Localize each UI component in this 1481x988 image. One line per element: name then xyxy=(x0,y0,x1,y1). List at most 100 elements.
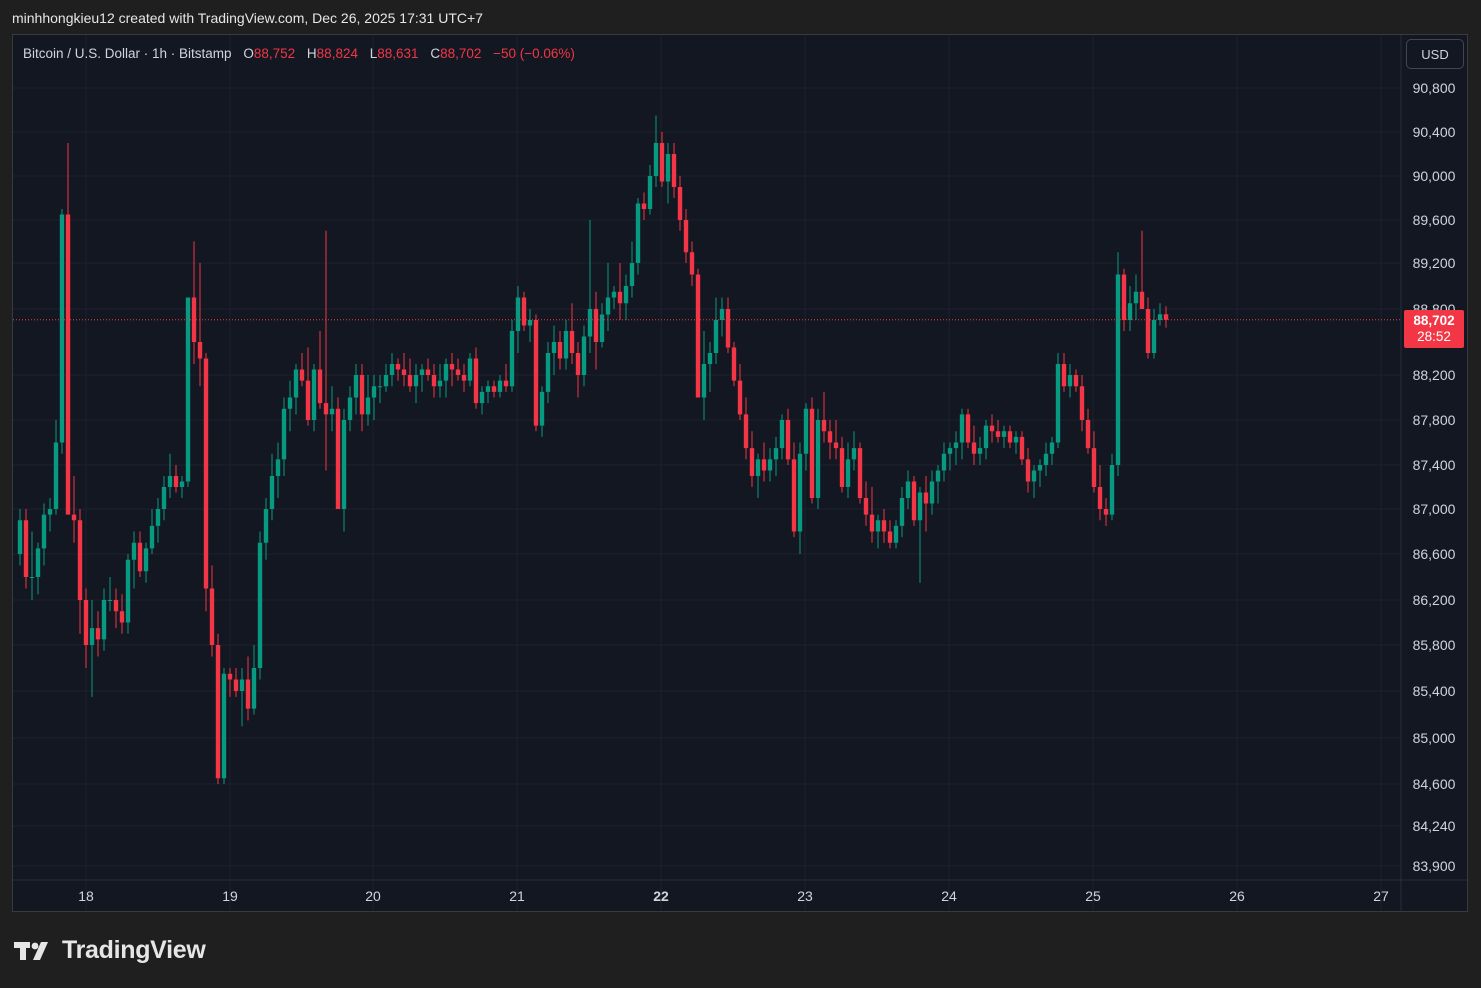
grid-lines xyxy=(13,35,1400,911)
candle-body xyxy=(1025,459,1031,482)
candle-body xyxy=(251,668,257,709)
y-tick-label: 84,600 xyxy=(1413,776,1456,792)
candle-body xyxy=(881,520,887,532)
candle-body xyxy=(575,353,581,375)
candle-body xyxy=(341,420,347,509)
y-tick-label: 87,800 xyxy=(1413,412,1456,428)
x-tick-label: 18 xyxy=(78,888,94,904)
candle-body xyxy=(347,397,353,420)
candle-body xyxy=(491,386,497,392)
candle-body xyxy=(551,342,557,353)
candle-body xyxy=(647,176,653,209)
candle-body xyxy=(713,320,719,353)
candle-body xyxy=(89,628,95,645)
y-tick-label: 89,200 xyxy=(1413,255,1456,271)
candle-body xyxy=(545,353,551,392)
candle-body xyxy=(113,600,119,612)
candle-body xyxy=(863,498,869,515)
y-tick-label: 89,600 xyxy=(1413,212,1456,228)
bar-countdown: 28:52 xyxy=(1417,329,1451,344)
candle-body xyxy=(809,408,815,498)
candle-body xyxy=(503,380,509,387)
candle-body xyxy=(239,679,245,691)
candle-body xyxy=(707,353,713,364)
candle-body xyxy=(587,309,593,337)
candle-body xyxy=(671,154,677,187)
candle-body xyxy=(377,386,383,388)
candle-body xyxy=(743,414,749,449)
y-tick-label: 90,400 xyxy=(1413,124,1456,140)
candle-body xyxy=(935,470,941,482)
candle-body xyxy=(515,297,521,331)
x-tick-label: 25 xyxy=(1085,888,1101,904)
candle-body xyxy=(653,143,659,176)
candle-body xyxy=(119,611,125,623)
candle-body xyxy=(1127,303,1133,320)
candle-body xyxy=(257,542,263,668)
candle-body xyxy=(401,369,407,375)
candle-body xyxy=(365,397,371,415)
candle-body xyxy=(53,442,59,509)
candle-body xyxy=(695,274,701,398)
candle-body xyxy=(215,645,221,779)
candle-body xyxy=(263,509,269,543)
candle-body xyxy=(1037,465,1043,471)
candle-body xyxy=(1073,375,1079,387)
candle-body xyxy=(461,375,467,381)
close-value: 88,702 xyxy=(440,46,482,61)
candle-body xyxy=(719,309,725,320)
x-tick-label: 26 xyxy=(1229,888,1245,904)
candle-body xyxy=(71,514,77,521)
candle-body xyxy=(869,514,875,532)
candle-body xyxy=(749,448,755,476)
candle-body xyxy=(677,187,683,220)
y-tick-label: 86,200 xyxy=(1413,592,1456,608)
candle-body xyxy=(167,476,173,487)
candle-body xyxy=(737,380,743,415)
candle-body xyxy=(989,425,995,432)
candle-body xyxy=(65,214,71,515)
chart-pane[interactable] xyxy=(12,34,1468,912)
candle-body xyxy=(659,143,665,182)
y-tick-label: 85,800 xyxy=(1413,637,1456,653)
candle-body xyxy=(125,559,131,623)
candle-body xyxy=(359,375,365,415)
candle-body xyxy=(683,220,689,253)
candles xyxy=(17,115,1169,784)
candle-body xyxy=(233,679,239,691)
high-value: 88,824 xyxy=(316,46,358,61)
candle-body xyxy=(761,459,767,471)
candle-body xyxy=(137,542,143,572)
candle-body xyxy=(911,481,917,521)
candle-body xyxy=(1163,314,1169,320)
x-tick-label: 20 xyxy=(365,888,381,904)
candle-body xyxy=(221,673,227,779)
candle-body xyxy=(1097,487,1103,509)
currency-button[interactable]: USD xyxy=(1406,39,1464,69)
low-value: 88,631 xyxy=(377,46,419,61)
candle-body xyxy=(509,331,515,387)
candle-body xyxy=(275,459,281,476)
candle-body xyxy=(1139,291,1145,309)
candle-body xyxy=(203,358,209,589)
candle-body xyxy=(1049,442,1055,454)
high-label: H xyxy=(306,46,317,61)
change-value: −50 (−0.06%) xyxy=(493,46,575,61)
candle-body xyxy=(227,673,233,680)
candle-body xyxy=(107,600,113,601)
candle-body xyxy=(845,459,851,487)
candle-body xyxy=(731,347,737,381)
y-tick-label: 88,200 xyxy=(1413,367,1456,383)
candle-body xyxy=(1067,375,1073,387)
candle-body xyxy=(635,203,641,263)
y-tick-label: 90,800 xyxy=(1413,80,1456,96)
candle-body xyxy=(197,342,203,359)
tradingview-mark-icon xyxy=(14,941,48,960)
x-tick-label: 22 xyxy=(653,888,669,904)
y-tick-label: 85,400 xyxy=(1413,683,1456,699)
candle-body xyxy=(77,520,83,600)
tradingview-logo[interactable]: TradingView xyxy=(14,936,206,965)
symbol-title[interactable]: Bitcoin / U.S. Dollar · 1h · Bitstamp xyxy=(23,46,232,61)
candle-body xyxy=(1001,431,1007,437)
